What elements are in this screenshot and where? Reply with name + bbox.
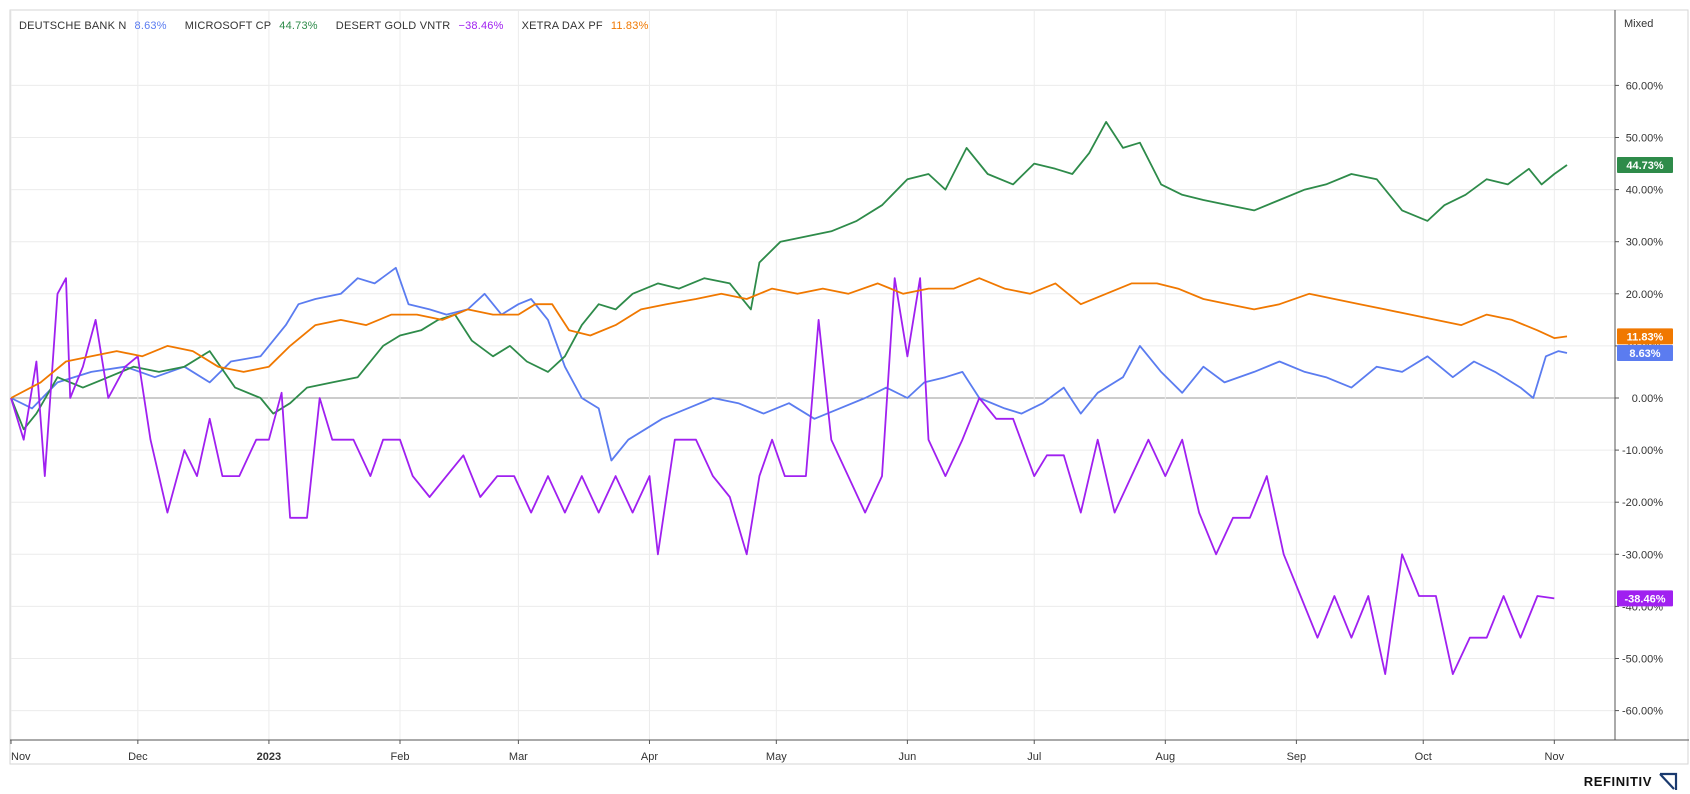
y-axis: 60.00%50.00%40.00%30.00%20.00%10.00%0.00… [1615,80,1664,718]
y-tick-label: 0.00% [1632,393,1663,405]
outer-border [9,9,1689,765]
y-tick-label: -10.00% [1622,445,1663,457]
x-tick-label: Jul [1027,751,1041,763]
last-value-badge [1617,345,1673,362]
x-tick-label: Dec [128,751,148,763]
legend-series-name: DEUTSCHE BANK N [19,20,127,32]
x-tick-label: May [766,751,787,763]
last-value-badge [1617,590,1673,607]
series-lines [10,121,1568,675]
series-line [10,277,1555,675]
y-tick-label: 60.00% [1626,80,1664,92]
x-tick-label: Apr [641,751,658,763]
grid [10,11,1615,740]
x-tick-label: Mar [509,751,528,763]
y-tick-label: 20.00% [1626,289,1664,301]
y-tick-label: 50.00% [1626,133,1664,145]
x-tick-label: Oct [1415,751,1432,763]
refinitiv-logo-icon [1659,772,1678,790]
series-line [10,277,1568,399]
x-tick-label: Jun [899,751,917,763]
series-line [10,266,1568,462]
x-tick-label: Aug [1156,751,1176,763]
x-axis: Nov Dec 2023 Feb Mar Apr May Jun Jul Aug Sep Oct Nov [10,740,1565,763]
legend-series-value: 44.73% [279,20,318,32]
last-value-label: 8.63% [1629,348,1660,360]
legend-series-name: MICROSOFT CP [185,20,272,32]
y-tick-label: -60.00% [1622,706,1663,718]
last-value-label: -38.46% [1625,593,1666,605]
scale-mode-label[interactable]: Mixed [1624,18,1653,30]
x-tick-label: 2023 [257,751,281,763]
last-value-badge [1617,156,1673,173]
x-tick-label: Nov [1545,751,1565,763]
brand-footer: REFINITIV [1576,772,1686,792]
chart-frame [9,9,1689,765]
series-line [10,121,1568,431]
y-tick-label: -30.00% [1622,549,1663,561]
last-value-badges: 8.63% 44.73% -38.46% 11.83% [1617,156,1673,607]
last-value-badge [1617,328,1673,345]
legend-series-value: 11.83% [611,20,649,32]
x-tick-label: Sep [1287,751,1307,763]
last-value-label: 44.73% [1626,160,1664,172]
y-tick-label: -50.00% [1622,654,1663,666]
legend-series-name: DESERT GOLD VNTR [336,20,451,32]
x-tick-label: Feb [391,751,410,763]
y-tick-label: 40.00% [1626,185,1664,197]
x-tick-label: Nov [11,751,31,763]
y-tick-label: 30.00% [1626,237,1664,249]
legend-series-value: −38.46% [458,20,503,32]
legend-series-name: XETRA DAX PF [522,20,603,32]
legend: DEUTSCHE BANK N 8.63% MICROSOFT CP 44.73% DE… [19,20,649,32]
legend-series-value: 8.63% [135,20,167,32]
last-value-label: 11.83% [1627,331,1664,343]
y-tick-label: -20.00% [1622,497,1663,509]
brand-name: REFINITIV [1583,774,1652,789]
